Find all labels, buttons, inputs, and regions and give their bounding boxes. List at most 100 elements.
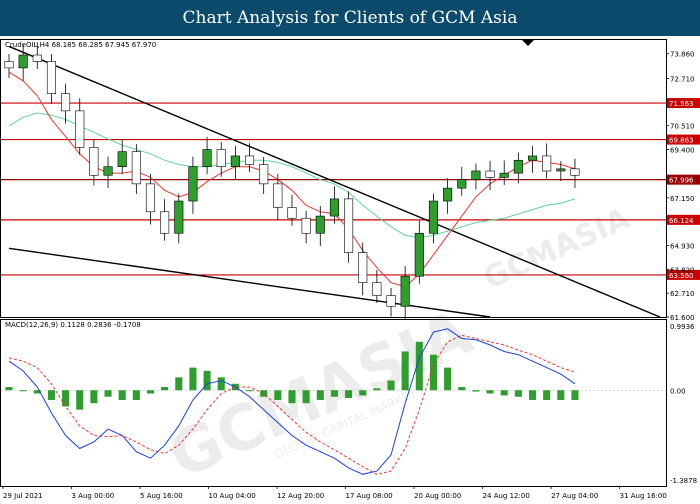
macd-histogram-bar	[175, 377, 183, 391]
candle-body	[414, 232, 424, 277]
macd-tick-label: 0.00	[670, 387, 686, 395]
candle-body	[485, 170, 495, 178]
macd-histogram-bar	[90, 390, 98, 404]
macd-histogram-bar	[62, 390, 70, 407]
macd-histogram-bar	[472, 390, 480, 392]
macd-histogram-bar	[161, 387, 169, 391]
candle-body	[556, 168, 566, 172]
candle-body	[344, 198, 354, 253]
macd-histogram-bar	[203, 370, 211, 391]
macd-histogram-bar	[557, 390, 565, 400]
macd-main-line	[8, 328, 576, 475]
macd-histogram-bar	[486, 390, 494, 394]
macd-histogram-bar	[217, 377, 225, 391]
candle-body	[32, 54, 42, 62]
macd-histogram-bar	[387, 380, 395, 391]
candle-body	[457, 179, 467, 189]
macd-histogram-bar	[458, 387, 466, 391]
chart-svg: GCMASIA GLOBAL CAPITAL MARKETS GCMASIA 7…	[0, 39, 700, 500]
shift-marker-icon	[522, 40, 534, 46]
price-tick-label: 72.710	[670, 75, 695, 83]
candle-body	[160, 211, 170, 234]
macd-signal-line	[8, 334, 576, 475]
trendline	[8, 45, 661, 318]
macd-title: MACD(12,26,9) 0.1128 0.2836 -0.1708	[5, 321, 141, 329]
price-tick-label: 64.930	[670, 242, 695, 250]
price-tick-label: 61.600	[670, 314, 695, 322]
candle-body	[18, 54, 28, 69]
candle-body	[117, 151, 127, 167]
level-label: 66.124	[669, 217, 694, 225]
candle-body	[230, 155, 240, 167]
level-label: 63.560	[669, 272, 694, 280]
macd-histogram-bar	[189, 367, 197, 391]
level-label: 67.996	[669, 177, 694, 185]
time-tick-label: 20 Aug 00:00	[414, 492, 461, 500]
candle-body	[145, 183, 156, 213]
candle-body	[358, 252, 368, 283]
macd-histogram-bar	[118, 390, 126, 400]
price-panel-frame	[0, 39, 667, 318]
time-tick-label: 10 Aug 04:00	[209, 492, 256, 500]
macd-histogram-bar	[359, 390, 367, 396]
level-tag	[667, 134, 700, 145]
candle-body	[103, 166, 113, 176]
candle-body	[202, 149, 212, 167]
time-tick-label: 31 Aug 16:00	[620, 492, 667, 500]
candle-body	[400, 275, 410, 307]
level-label: 71.563	[669, 100, 694, 108]
chart-title-banner: Chart Analysis for Clients of GCM Asia	[0, 0, 700, 36]
banner-title: Chart Analysis for Clients of GCM Asia	[182, 8, 518, 28]
macd-histogram-bar	[132, 390, 140, 400]
macd-histogram-bar	[543, 390, 551, 400]
macd-histogram-bar	[514, 390, 522, 397]
time-tick-label: 27 Aug 04:00	[551, 492, 598, 500]
symbol-info: CrudeOIL,H4 68.185 68.285 67.945 67.970	[5, 41, 156, 49]
time-tick-label: 12 Aug 20:00	[277, 492, 324, 500]
macd-tick-label: 0.9936	[670, 323, 695, 331]
macd-histogram-bar	[429, 354, 438, 391]
time-tick-label: 3 Aug 00:00	[72, 492, 115, 500]
macd-panel-frame	[0, 319, 667, 487]
candle-body	[244, 155, 255, 165]
macd-layer	[1, 328, 666, 475]
time-tick-label: 17 Aug 08:00	[346, 492, 393, 500]
macd-histogram-bar	[330, 390, 338, 397]
candle-body	[273, 183, 283, 208]
macd-histogram-bar	[373, 388, 381, 391]
candle-body	[216, 149, 226, 167]
price-layer	[1, 42, 666, 319]
macd-histogram-bar	[19, 390, 27, 392]
candle-body	[428, 200, 439, 234]
candle-body	[499, 172, 509, 178]
level-tag	[667, 269, 700, 280]
macd-histogram-bar	[528, 390, 537, 400]
macd-histogram-bar	[33, 390, 41, 394]
candle-body	[4, 61, 14, 69]
price-tick-label: 63.820	[670, 266, 695, 274]
price-tick-label: 69.400	[670, 147, 695, 155]
macd-histogram-bar	[500, 390, 508, 396]
candle-body	[174, 200, 184, 234]
candle-body	[329, 198, 339, 217]
time-tick-label: 29 Jul 2021	[3, 492, 43, 500]
trendline	[8, 247, 491, 318]
candle-body	[542, 155, 552, 172]
candle-body	[386, 295, 396, 307]
candle-body	[259, 164, 269, 185]
time-tick-label: 24 Aug 12:00	[483, 492, 530, 500]
macd-histogram-bar	[316, 390, 324, 400]
price-tick-label: 62.710	[670, 290, 695, 298]
candle-body	[75, 110, 85, 148]
macd-histogram-bar	[76, 390, 84, 410]
price-tick-label: 70.510	[670, 123, 695, 131]
candle-body	[527, 155, 538, 161]
ma-green-line	[8, 112, 576, 239]
macd-histogram-bar	[274, 390, 282, 400]
price-tick-label: 67.150	[670, 195, 695, 203]
macd-tick-label: -1.3878	[670, 477, 697, 485]
macd-histogram-bar	[5, 387, 13, 391]
macd-histogram-bar	[401, 351, 409, 391]
candle-body	[372, 282, 382, 296]
axis-layer: 71.563 69.863 67.996 66.124 63.560 73.860 72.7…	[2, 51, 700, 500]
